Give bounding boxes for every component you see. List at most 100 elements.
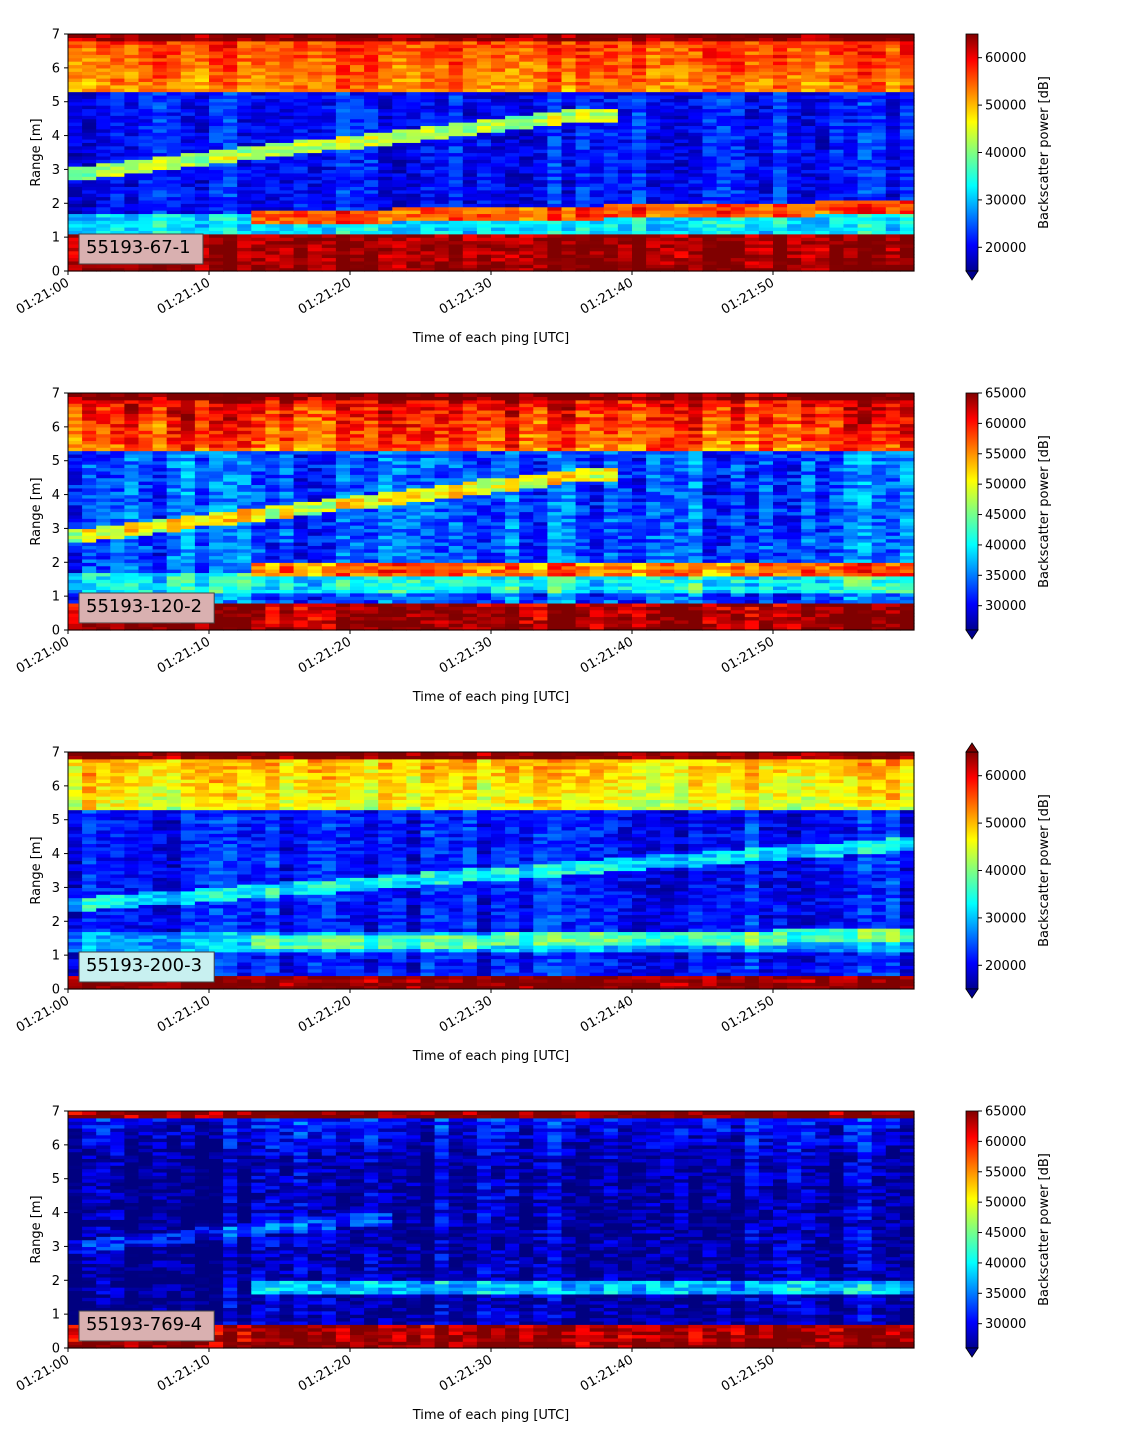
heatmap-cell [194,216,210,221]
heatmap-cell [491,138,506,143]
heatmap-cell [96,98,111,103]
heatmap-cell [420,50,436,55]
heatmap-cell [589,203,605,208]
heatmap-cell [194,193,210,198]
heatmap-cell [674,91,689,96]
heatmap-cell [378,125,393,130]
heatmap-cell [251,57,266,62]
heatmap-cell [829,179,845,184]
heatmap-cell [561,159,577,164]
heatmap-cell [152,176,168,181]
heatmap-cell [223,122,238,127]
heatmap-cell [110,420,125,425]
heatmap-cell [420,196,436,201]
heatmap-cell [293,47,309,52]
heatmap-cell [82,210,97,215]
heatmap-cell [251,125,266,130]
heatmap-cell [251,203,266,208]
heatmap-cell [660,162,675,167]
heatmap-cell [575,206,591,211]
heatmap-cell [758,37,774,42]
heatmap-cell [646,196,661,201]
heatmap-cell [152,203,168,208]
heatmap-cell [96,437,111,441]
heatmap-cell [110,585,125,590]
heatmap-cell [321,74,337,79]
heatmap-cell [321,210,337,215]
heatmap-cell [448,172,464,177]
heatmap-cell [730,84,746,89]
heatmap-cell [279,81,295,86]
heatmap-cell [617,203,633,208]
heatmap-cell [68,558,83,563]
heatmap-cell [575,37,591,42]
heatmap-cell [702,122,718,127]
heatmap-cell [124,182,140,187]
heatmap-cell [519,220,534,225]
heatmap-cell [251,233,266,238]
heatmap-cell [166,101,182,106]
heatmap-cell [293,34,309,38]
heatmap-cell [420,230,436,235]
heatmap-cell [773,47,788,52]
heatmap-cell [124,101,140,106]
heatmap-cell [82,203,97,208]
heatmap-cell [406,44,422,49]
heatmap-cell [505,223,520,228]
heatmap-cell [321,37,337,42]
heatmap-cell [702,237,718,242]
heatmap-cell [82,531,97,536]
heatmap-cell [307,122,323,127]
heatmap-cell [68,169,83,174]
heatmap-cell [801,78,816,82]
heatmap-cell [773,196,788,201]
heatmap-cell [632,206,647,211]
heatmap-cell [688,149,704,154]
heatmap-cell [96,491,111,496]
heatmap-cell [815,182,830,187]
heatmap-cell [251,50,266,55]
heatmap-cell [110,81,125,86]
heatmap-cell [209,216,224,221]
heatmap-cell [335,115,351,120]
heatmap-cell [632,91,647,96]
heatmap-cell [350,250,365,255]
heatmap-cell [124,264,140,269]
heatmap-cell [321,243,337,248]
heatmap-cell [660,210,675,215]
heatmap-cell [801,230,816,235]
heatmap-cell [476,34,492,38]
heatmap-cell [124,138,140,143]
heatmap-cell [716,128,732,133]
heatmap-cell [82,562,97,567]
heatmap-cell [307,81,323,86]
heatmap-cell [646,166,661,171]
heatmap-cell [857,54,873,59]
heatmap-cell [688,233,704,238]
heatmap-cell [350,203,365,208]
heatmap-cell [307,44,323,49]
heatmap-cell [787,138,802,143]
heatmap-cell [364,40,379,45]
heatmap-cell [547,254,563,259]
heatmap-cell [857,111,873,116]
heatmap-cell [265,132,281,137]
heatmap-cell [138,44,154,49]
heatmap-cell [166,71,182,76]
heatmap-cell [293,145,309,150]
heatmap-cell [434,57,450,62]
heatmap-cell [392,176,407,181]
heatmap-cell [561,169,577,174]
heatmap-cell [68,78,83,82]
heatmap-cell [758,149,774,154]
heatmap-cell [152,37,168,42]
heatmap-cell [857,84,873,89]
heatmap-cell [124,132,140,137]
heatmap-cell [279,206,295,211]
heatmap-cell [378,149,393,154]
heatmap-cell [82,230,97,235]
heatmap-cell [617,115,633,120]
heatmap-cell [96,403,111,408]
heatmap-cell [82,450,97,455]
heatmap-cell [646,149,661,154]
